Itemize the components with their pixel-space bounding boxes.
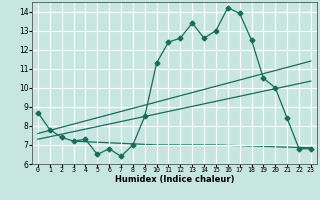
X-axis label: Humidex (Indice chaleur): Humidex (Indice chaleur) (115, 175, 234, 184)
